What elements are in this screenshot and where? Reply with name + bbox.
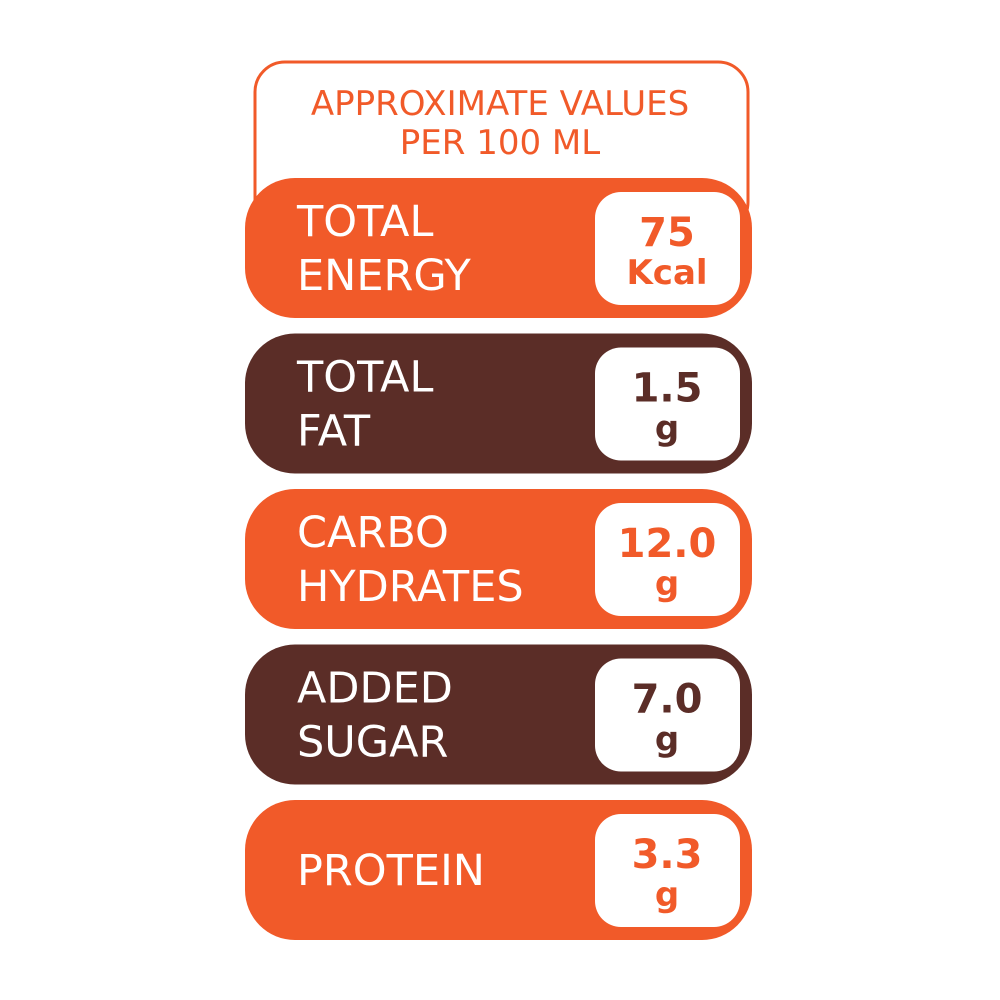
- nutrient-label: CARBO: [297, 508, 449, 558]
- nutrient-label: FAT: [297, 407, 371, 457]
- nutrient-unit: Kcal: [626, 253, 707, 293]
- value-box: [595, 192, 740, 305]
- nutrient-label: TOTAL: [296, 197, 433, 247]
- nutrient-unit: g: [655, 409, 679, 449]
- nutrient-unit: g: [655, 720, 679, 760]
- value-box: [595, 347, 740, 461]
- nutrient-label: ADDED: [297, 664, 453, 714]
- value-box: [595, 503, 740, 616]
- nutrient-value: 3.3: [632, 832, 703, 878]
- value-box: [595, 814, 740, 927]
- nutrient-value: 75: [639, 210, 695, 256]
- nutrient-unit: g: [655, 875, 679, 915]
- nutrient-label: TOTAL: [296, 353, 433, 403]
- header-line: PER 100 ML: [400, 123, 600, 163]
- nutrient-label: PROTEIN: [297, 846, 485, 896]
- nutrient-unit: g: [655, 564, 679, 604]
- nutrient-value: 1.5: [632, 366, 703, 412]
- header-line: APPROXIMATE VALUES: [311, 84, 689, 124]
- value-box: [595, 658, 740, 772]
- nutrient-label: HYDRATES: [297, 562, 524, 612]
- nutrient-value: 7.0: [632, 677, 703, 723]
- nutrient-label: SUGAR: [297, 718, 448, 768]
- nutrient-label: ENERGY: [297, 251, 472, 301]
- nutrient-value: 12.0: [618, 521, 717, 567]
